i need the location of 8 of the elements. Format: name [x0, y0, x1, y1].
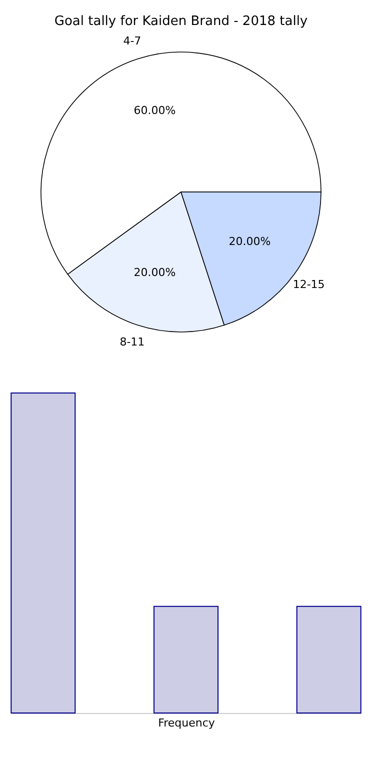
slice-label: 12-15	[292, 278, 325, 291]
chart-title: Goal tally for Kaiden Brand - 2018 tally	[54, 14, 308, 29]
slice-label: 8-11	[120, 335, 145, 348]
slice-label: 4-7	[123, 34, 142, 48]
data-label: 20.00%	[228, 234, 271, 248]
x-axis-title: Frequency	[158, 716, 216, 730]
data-label: 20.00%	[134, 266, 176, 279]
data-label: 60.00%	[134, 104, 176, 118]
